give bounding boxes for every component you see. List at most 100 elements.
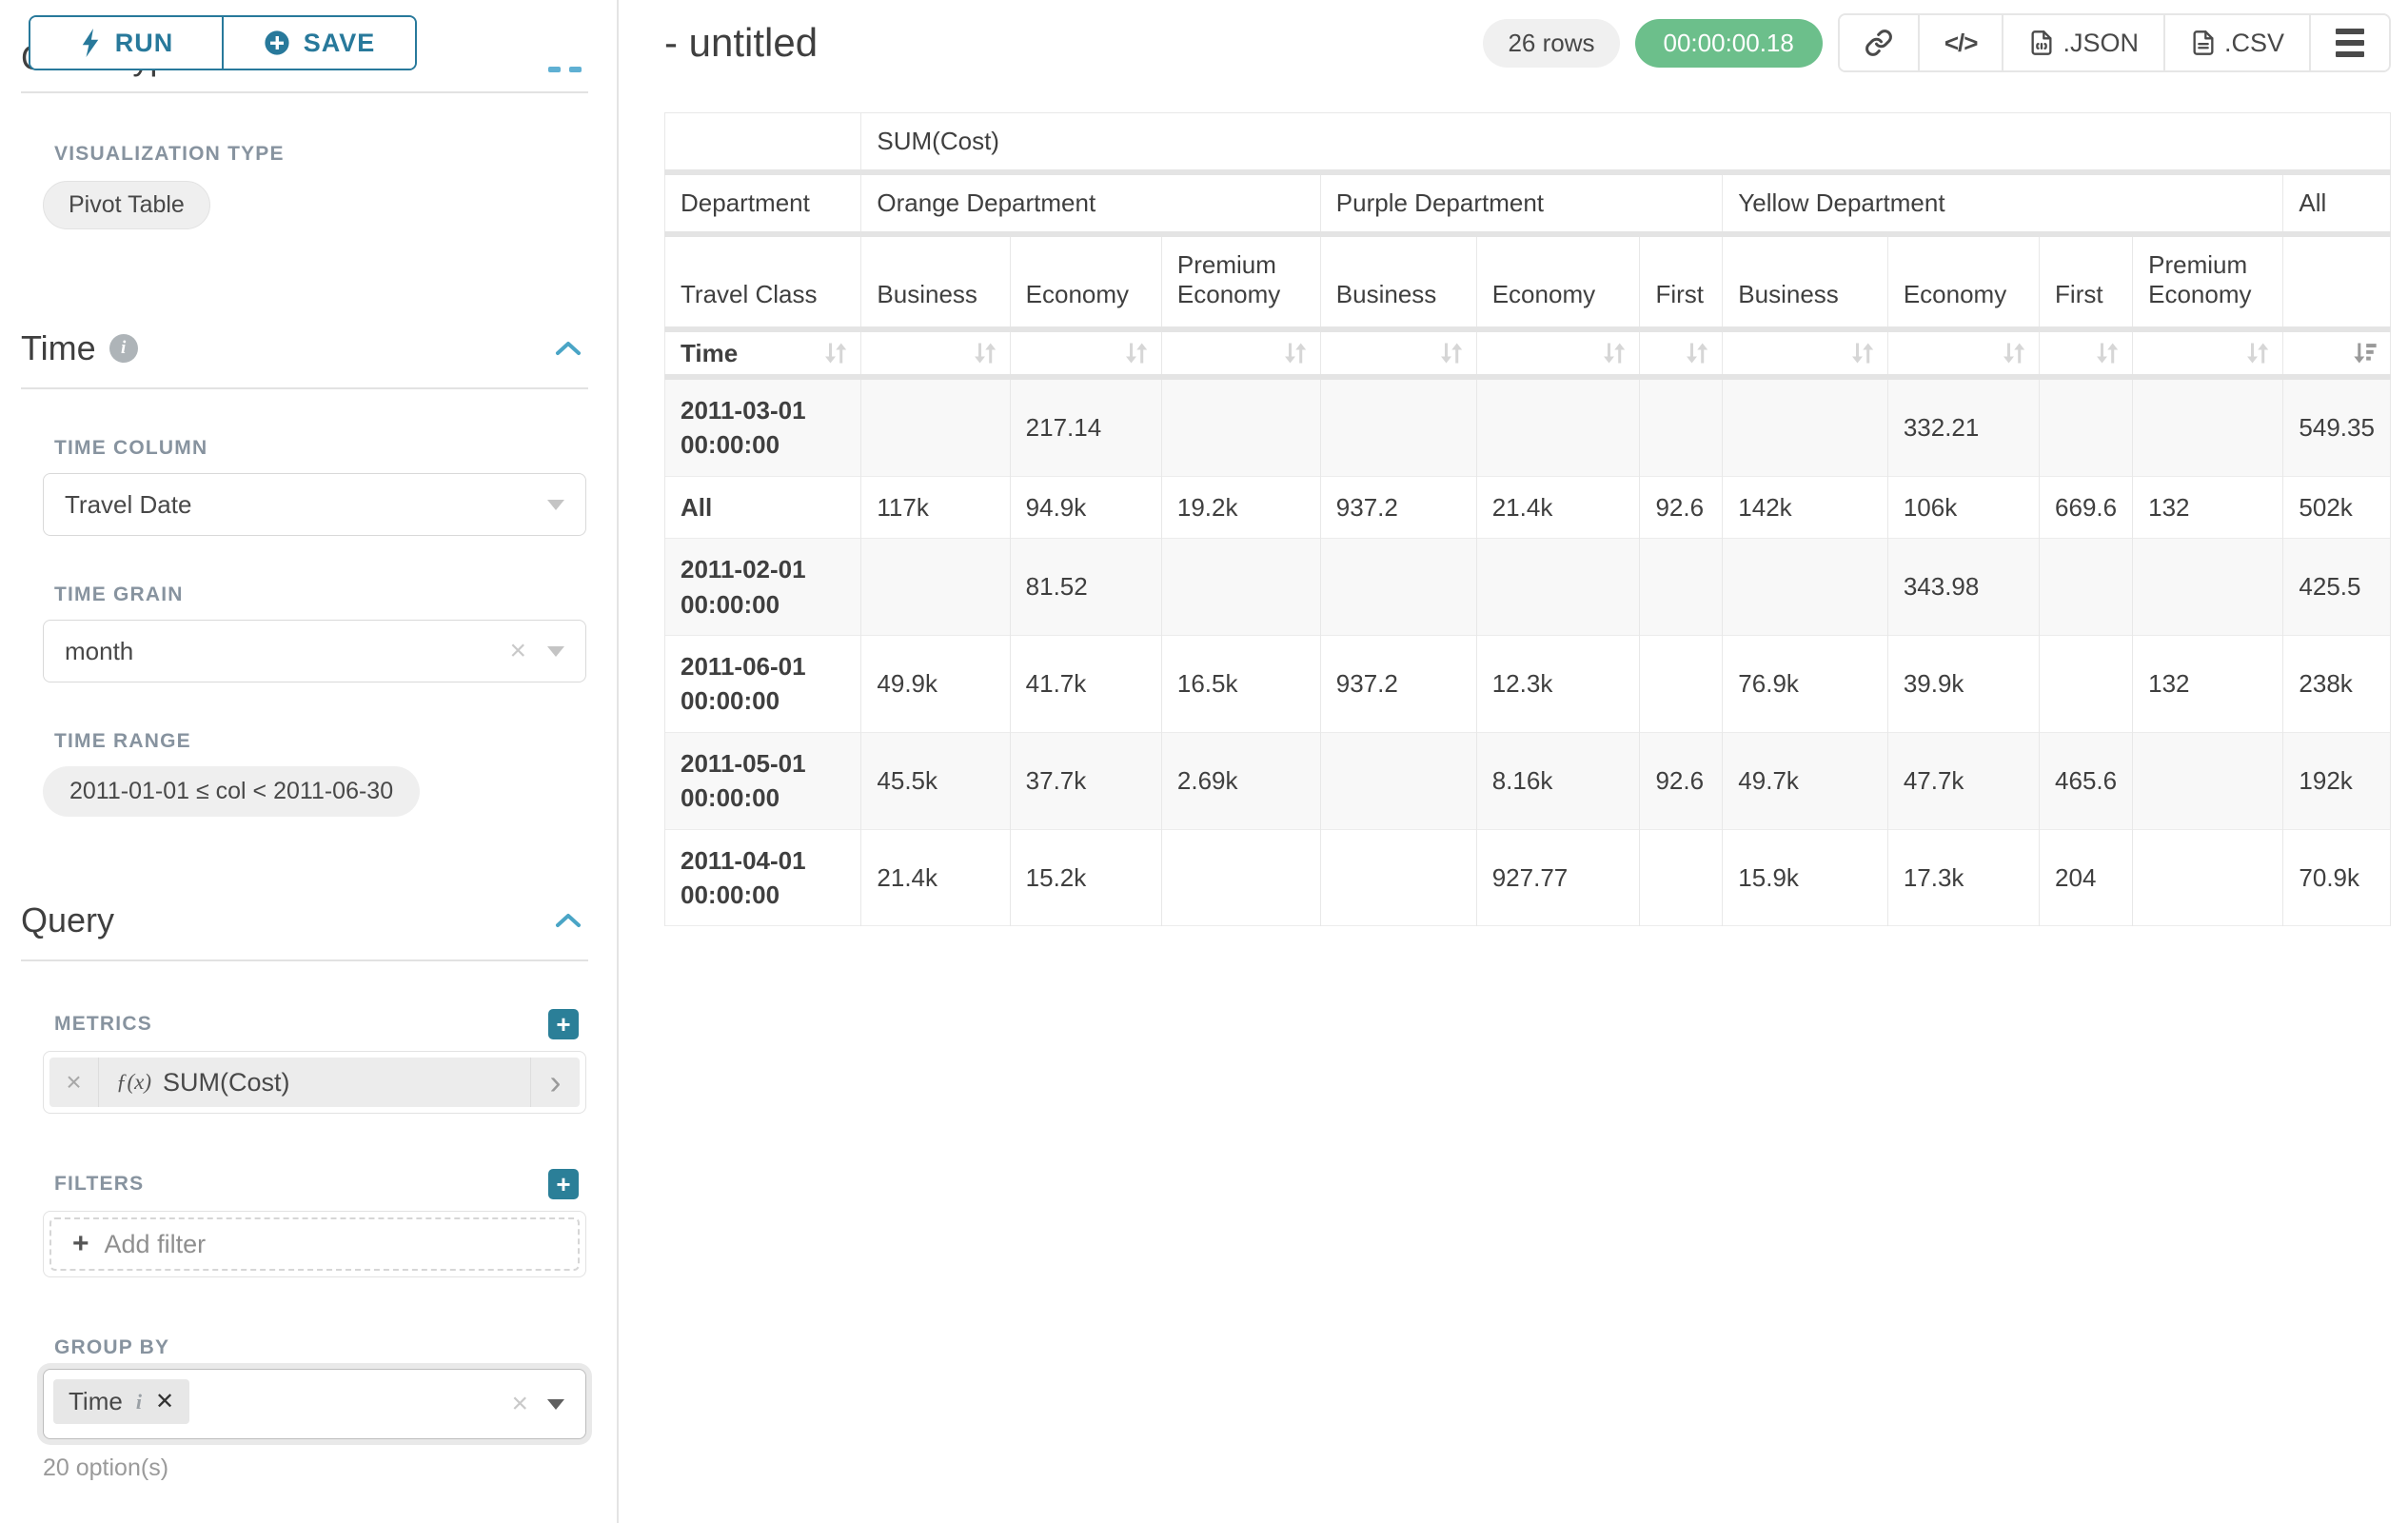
sort-icon [1849, 340, 1876, 366]
clipped-icon-fragment [569, 67, 582, 72]
chevron-up-icon[interactable] [554, 911, 582, 930]
time-column-select[interactable]: Travel Date [43, 473, 586, 536]
sort-header[interactable] [2133, 329, 2283, 377]
value-cell [2133, 539, 2283, 636]
value-cell [1320, 539, 1476, 636]
remove-chip-icon[interactable]: ✕ [155, 1388, 174, 1415]
export-csv-label: .CSV [2224, 29, 2284, 58]
table-row: 2011-03-01 00:00:00217.14332.21549.35 [665, 377, 2391, 476]
table-row: 2011-05-01 00:00:0045.5k37.7k2.69k8.16k9… [665, 732, 2391, 829]
menu-button[interactable] [2309, 15, 2389, 70]
table-row: All117k94.9k19.2k937.221.4k92.6142k106k6… [665, 476, 2391, 538]
travel-class-header: Premium Economy [2133, 234, 2283, 329]
save-button[interactable]: SAVE [222, 17, 415, 69]
value-cell [2040, 539, 2133, 636]
value-cell [2133, 829, 2283, 926]
metrics-label: METRICS [54, 1013, 152, 1036]
group-by-options-hint: 20 option(s) [43, 1454, 586, 1482]
sort-header[interactable] [861, 329, 1010, 377]
run-save-button-group: RUN SAVE [29, 15, 417, 70]
time-column-value: Travel Date [65, 490, 191, 520]
value-cell: 132 [2133, 635, 2283, 732]
sort-header[interactable] [1320, 329, 1476, 377]
value-cell: 37.7k [1010, 732, 1161, 829]
add-filter-plus-button[interactable]: + [548, 1169, 579, 1199]
sort-icon [1438, 340, 1465, 366]
value-cell [1640, 539, 1723, 636]
value-cell: 2.69k [1161, 732, 1320, 829]
department-group-header: Yellow Department [1723, 172, 2283, 234]
chevron-up-icon[interactable] [554, 339, 582, 358]
control-panel-sidebar: RUN SAVE Chart Type VISUALIZATION TYPE P… [0, 0, 619, 1523]
value-cell: 425.5 [2283, 539, 2391, 636]
clipped-icon-fragment [548, 67, 561, 72]
pivot-table: SUM(Cost)DepartmentOrange DepartmentPurp… [664, 112, 2391, 926]
viz-type-pill[interactable]: Pivot Table [43, 181, 210, 229]
department-group-header: Purple Department [1320, 172, 1723, 234]
time-grain-select[interactable]: month × [43, 620, 586, 682]
sort-header[interactable] [1010, 329, 1161, 377]
value-cell [1161, 539, 1320, 636]
hamburger-icon [2336, 29, 2364, 57]
run-button[interactable]: RUN [30, 17, 222, 69]
value-cell: 106k [1887, 476, 2039, 538]
travel-class-header: Economy [1887, 234, 2039, 329]
clear-icon[interactable]: × [511, 1388, 528, 1420]
filters-control: + Add filter [43, 1211, 586, 1277]
group-by-select[interactable]: Time i ✕ × [43, 1369, 586, 1439]
travel-class-header: Business [861, 234, 1010, 329]
share-link-button[interactable] [1840, 15, 1918, 70]
sort-header[interactable] [1723, 329, 1888, 377]
chevron-right-icon[interactable]: › [530, 1058, 580, 1107]
value-cell: 465.6 [2040, 732, 2133, 829]
chart-header-controls: 26 rows 00:00:00.18 </> .JSON . [1483, 13, 2391, 72]
sort-icon [1601, 340, 1628, 366]
export-json-button[interactable]: .JSON [2002, 15, 2163, 70]
value-cell: 502k [2283, 476, 2391, 538]
view-query-button[interactable]: </> [1918, 15, 2003, 70]
time-range-label: TIME RANGE [54, 730, 586, 753]
time-range-pill[interactable]: 2011-01-01 ≤ col < 2011-06-30 [43, 766, 420, 817]
query-section-header[interactable]: Query [21, 900, 582, 940]
add-filter-button[interactable]: + Add filter [49, 1217, 580, 1271]
sort-header[interactable] [2283, 329, 2391, 377]
add-metric-button[interactable]: + [548, 1009, 579, 1039]
plus-icon: + [72, 1228, 89, 1260]
fx-icon: ƒ(x) [116, 1070, 151, 1095]
value-cell: 94.9k [1010, 476, 1161, 538]
group-by-chip[interactable]: Time i ✕ [53, 1379, 189, 1424]
sort-header[interactable] [1476, 329, 1640, 377]
filters-label: FILTERS [54, 1173, 144, 1196]
time-section-title: Time [21, 328, 96, 368]
value-cell: 132 [2133, 476, 2283, 538]
value-cell: 937.2 [1320, 635, 1476, 732]
metric-chip[interactable]: × ƒ(x) SUM(Cost) › [49, 1058, 580, 1107]
department-group-header: Orange Department [861, 172, 1320, 234]
time-column-label: TIME COLUMN [54, 437, 586, 460]
corner-cell [665, 113, 861, 173]
sort-icon [2094, 340, 2121, 366]
chevron-down-icon [547, 500, 564, 510]
time-grain-label: TIME GRAIN [54, 583, 586, 606]
value-cell: 343.98 [1887, 539, 2039, 636]
chart-title[interactable]: - untitled [664, 20, 1483, 66]
clear-icon[interactable]: × [509, 635, 526, 667]
remove-metric-icon[interactable]: × [49, 1058, 99, 1107]
export-csv-button[interactable]: .CSV [2163, 15, 2309, 70]
sort-row: Time [665, 329, 2391, 377]
sort-header[interactable] [2040, 329, 2133, 377]
sort-header[interactable] [1887, 329, 2039, 377]
sort-header-time[interactable]: Time [665, 329, 861, 377]
travel-class-header [2283, 234, 2391, 329]
pivot-table-container: SUM(Cost)DepartmentOrange DepartmentPurp… [664, 112, 2391, 926]
travel-class-header-row: Travel ClassBusinessEconomyPremium Econo… [665, 234, 2391, 329]
sort-header[interactable] [1640, 329, 1723, 377]
value-cell: 15.9k [1723, 829, 1888, 926]
sort-header[interactable] [1161, 329, 1320, 377]
value-cell: 19.2k [1161, 476, 1320, 538]
row-header: All [665, 476, 861, 538]
value-cell: 47.7k [1887, 732, 2039, 829]
time-section-header[interactable]: Time i [21, 328, 582, 368]
save-button-label: SAVE [304, 29, 376, 58]
metrics-control: × ƒ(x) SUM(Cost) › [43, 1051, 586, 1114]
